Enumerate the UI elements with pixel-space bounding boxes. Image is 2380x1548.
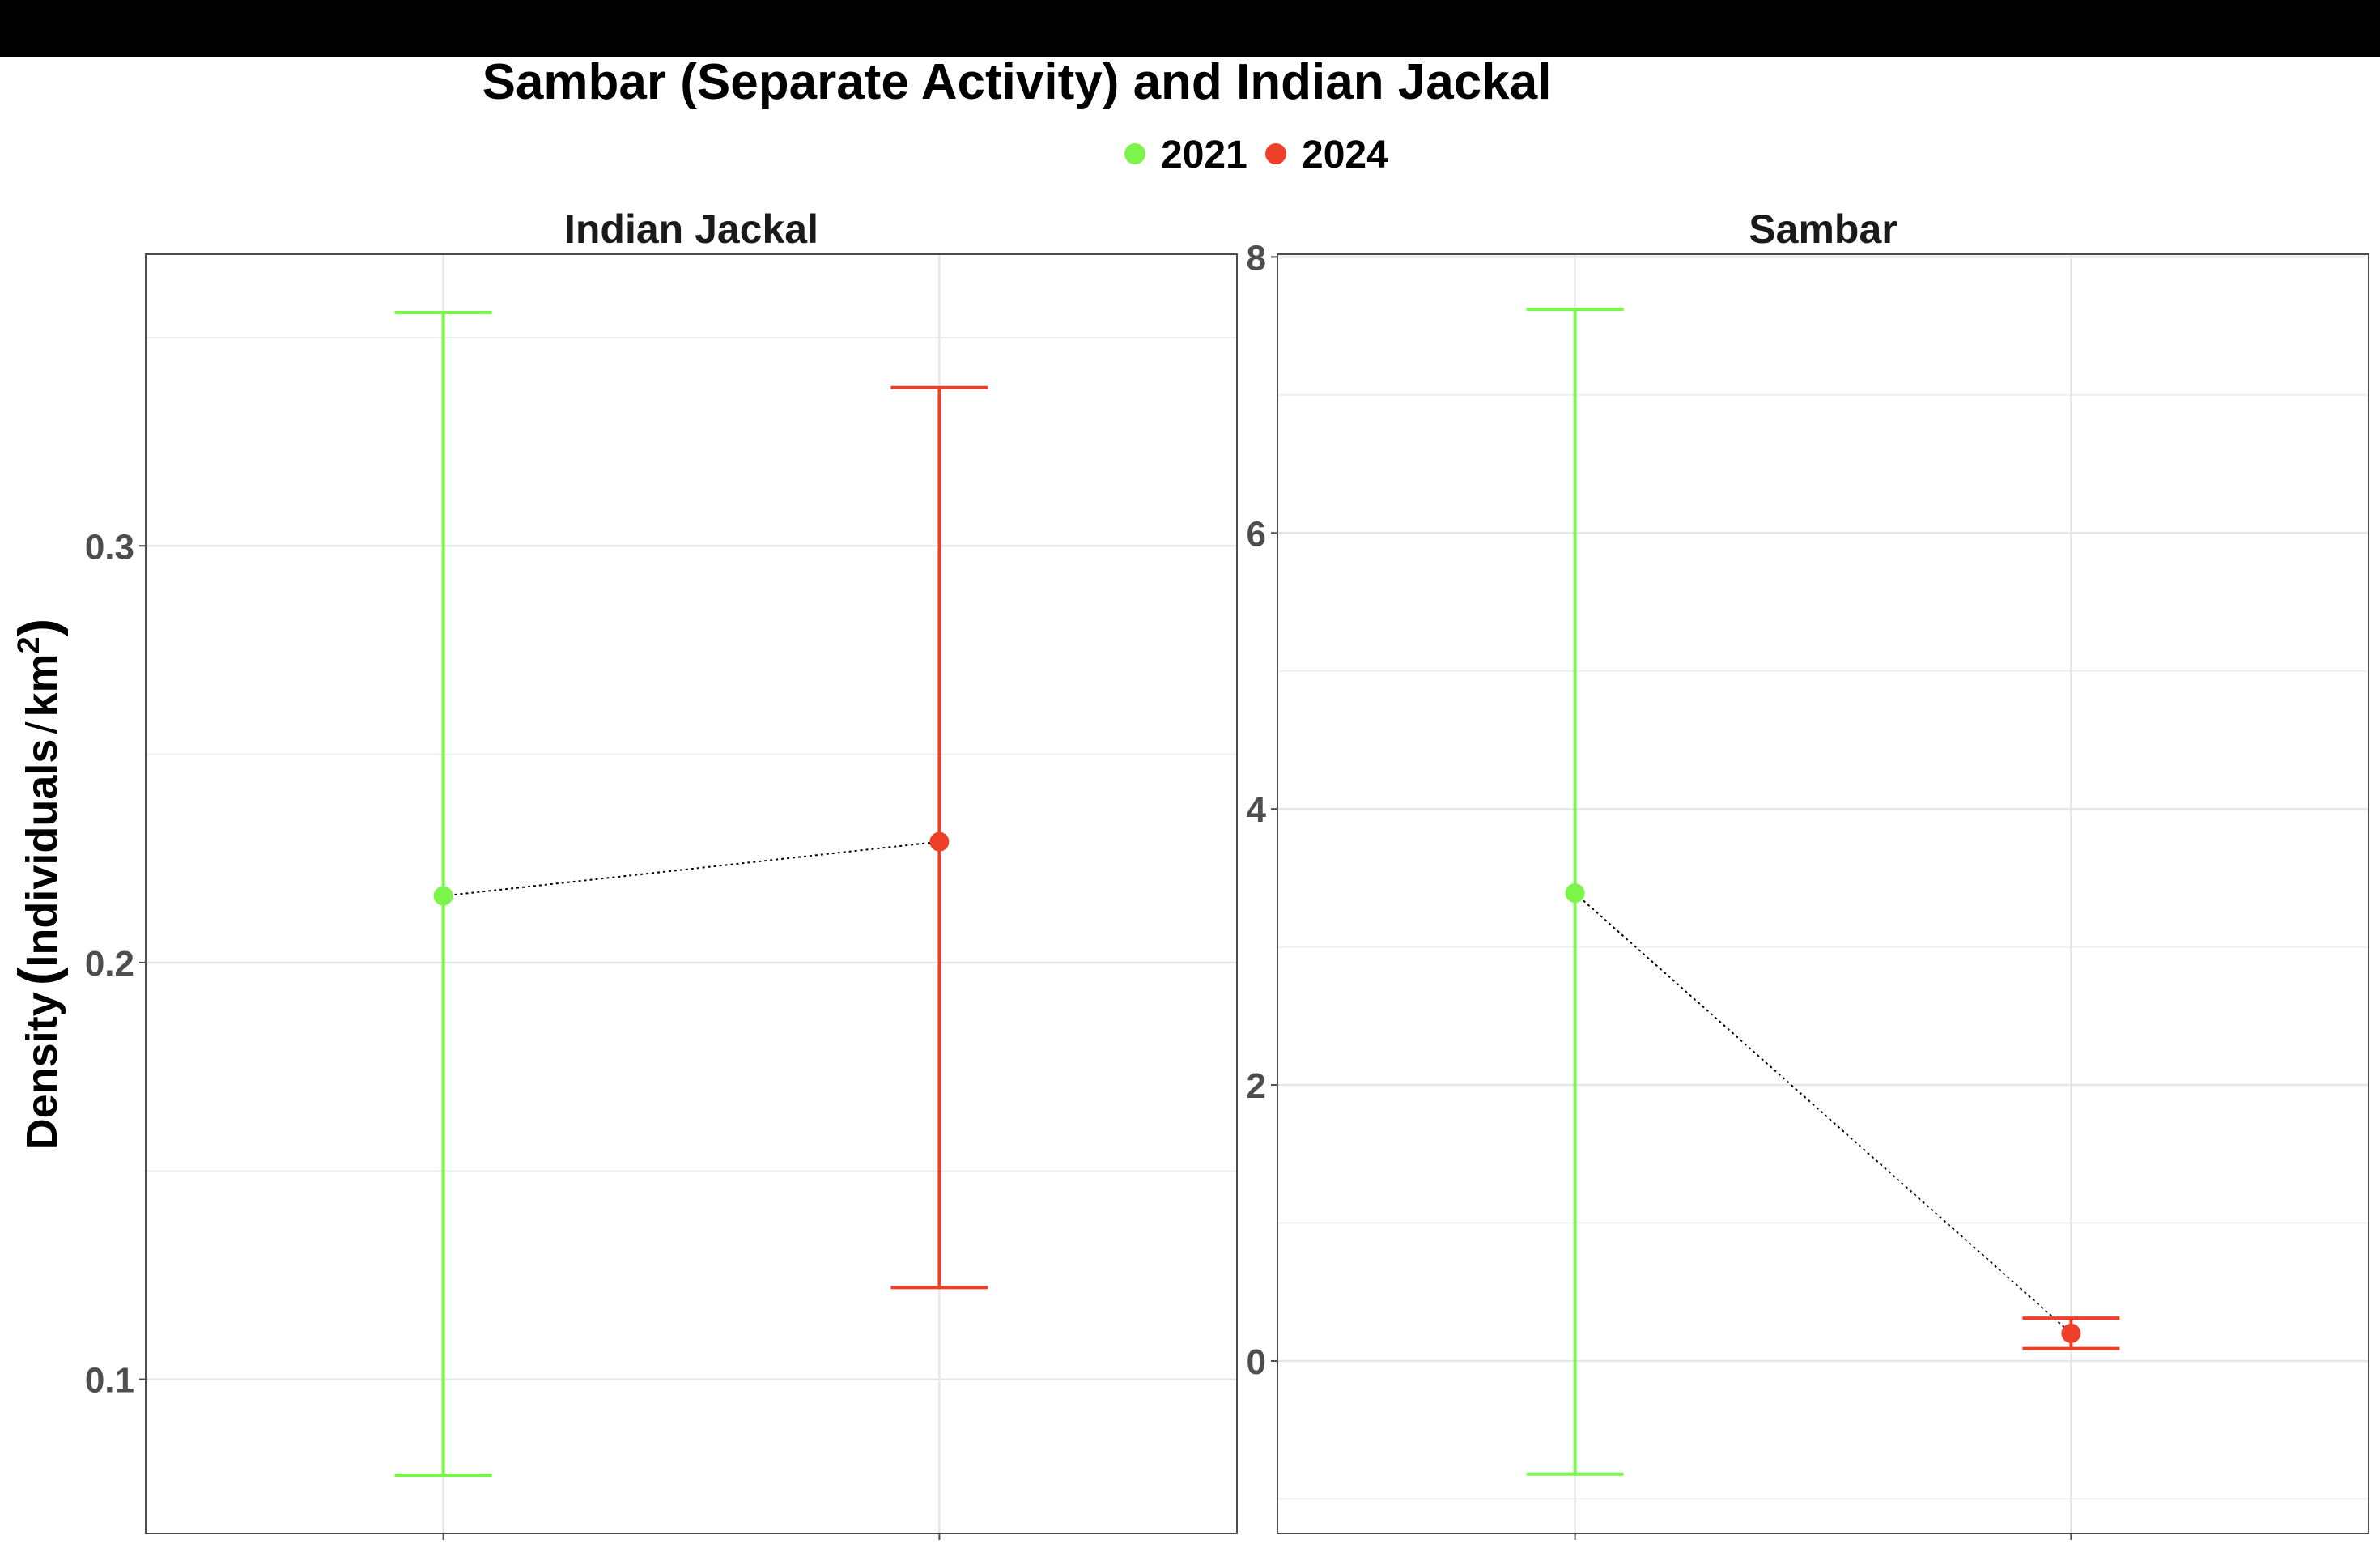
data-point-2021 — [433, 886, 453, 906]
legend-key-2021 — [1124, 143, 1145, 164]
data-point-2024 — [929, 831, 950, 852]
y-axis-label-paren-close: ) — [7, 619, 69, 637]
y-tick-label: 8 — [1247, 238, 1266, 278]
connecting-line — [443, 840, 940, 897]
panel-border — [1277, 253, 2369, 1534]
y-axis-label: Density (Individuals / km2) — [7, 619, 69, 1150]
y-tick-label: 4 — [1247, 790, 1267, 830]
legend-label-2021: 2021 — [1161, 134, 1247, 176]
legend-label-2024: 2024 — [1302, 134, 1388, 176]
chart-title: Sambar (Separate Activity) and Indian Ja… — [482, 54, 1552, 110]
panel-border — [145, 253, 1238, 1534]
legend-key-2024 — [1265, 143, 1286, 164]
data-point-2024 — [2061, 1323, 2081, 1343]
y-tick-label: 0.3 — [85, 527, 134, 567]
y-axis-label-main: Density — [18, 992, 66, 1150]
facet-panels: Indian Jackal 0.1 0.2 0.3 Sambar 0 2 4 6 8 — [85, 206, 2369, 1540]
y-tick-label: 6 — [1247, 514, 1266, 554]
y-tick-label: 0.1 — [85, 1361, 134, 1401]
y-tick-label: 0.2 — [85, 944, 134, 984]
panel-title: Indian Jackal — [564, 206, 818, 252]
y-axis-label-paren-open: ( — [7, 967, 69, 985]
y-tick-label: 2 — [1247, 1066, 1266, 1106]
legend: 2021 2024 — [1124, 134, 1388, 176]
panel-indian-jackal: Indian Jackal 0.1 0.2 0.3 — [85, 206, 1238, 1540]
y-axis-label-exponent: 2 — [12, 636, 46, 653]
top-black-bar — [0, 0, 2380, 57]
data-point-2021 — [1565, 883, 1585, 904]
y-axis-label-inner: Individuals — [18, 739, 66, 968]
panel-title: Sambar — [1749, 206, 1897, 252]
y-axis-label-sep: / — [18, 722, 66, 734]
y-axis-label-unit: km — [18, 653, 66, 717]
y-tick-label: 0 — [1247, 1342, 1266, 1382]
connecting-line — [1574, 892, 2072, 1334]
panel-sambar: Sambar 0 2 4 6 8 — [1247, 206, 2369, 1540]
